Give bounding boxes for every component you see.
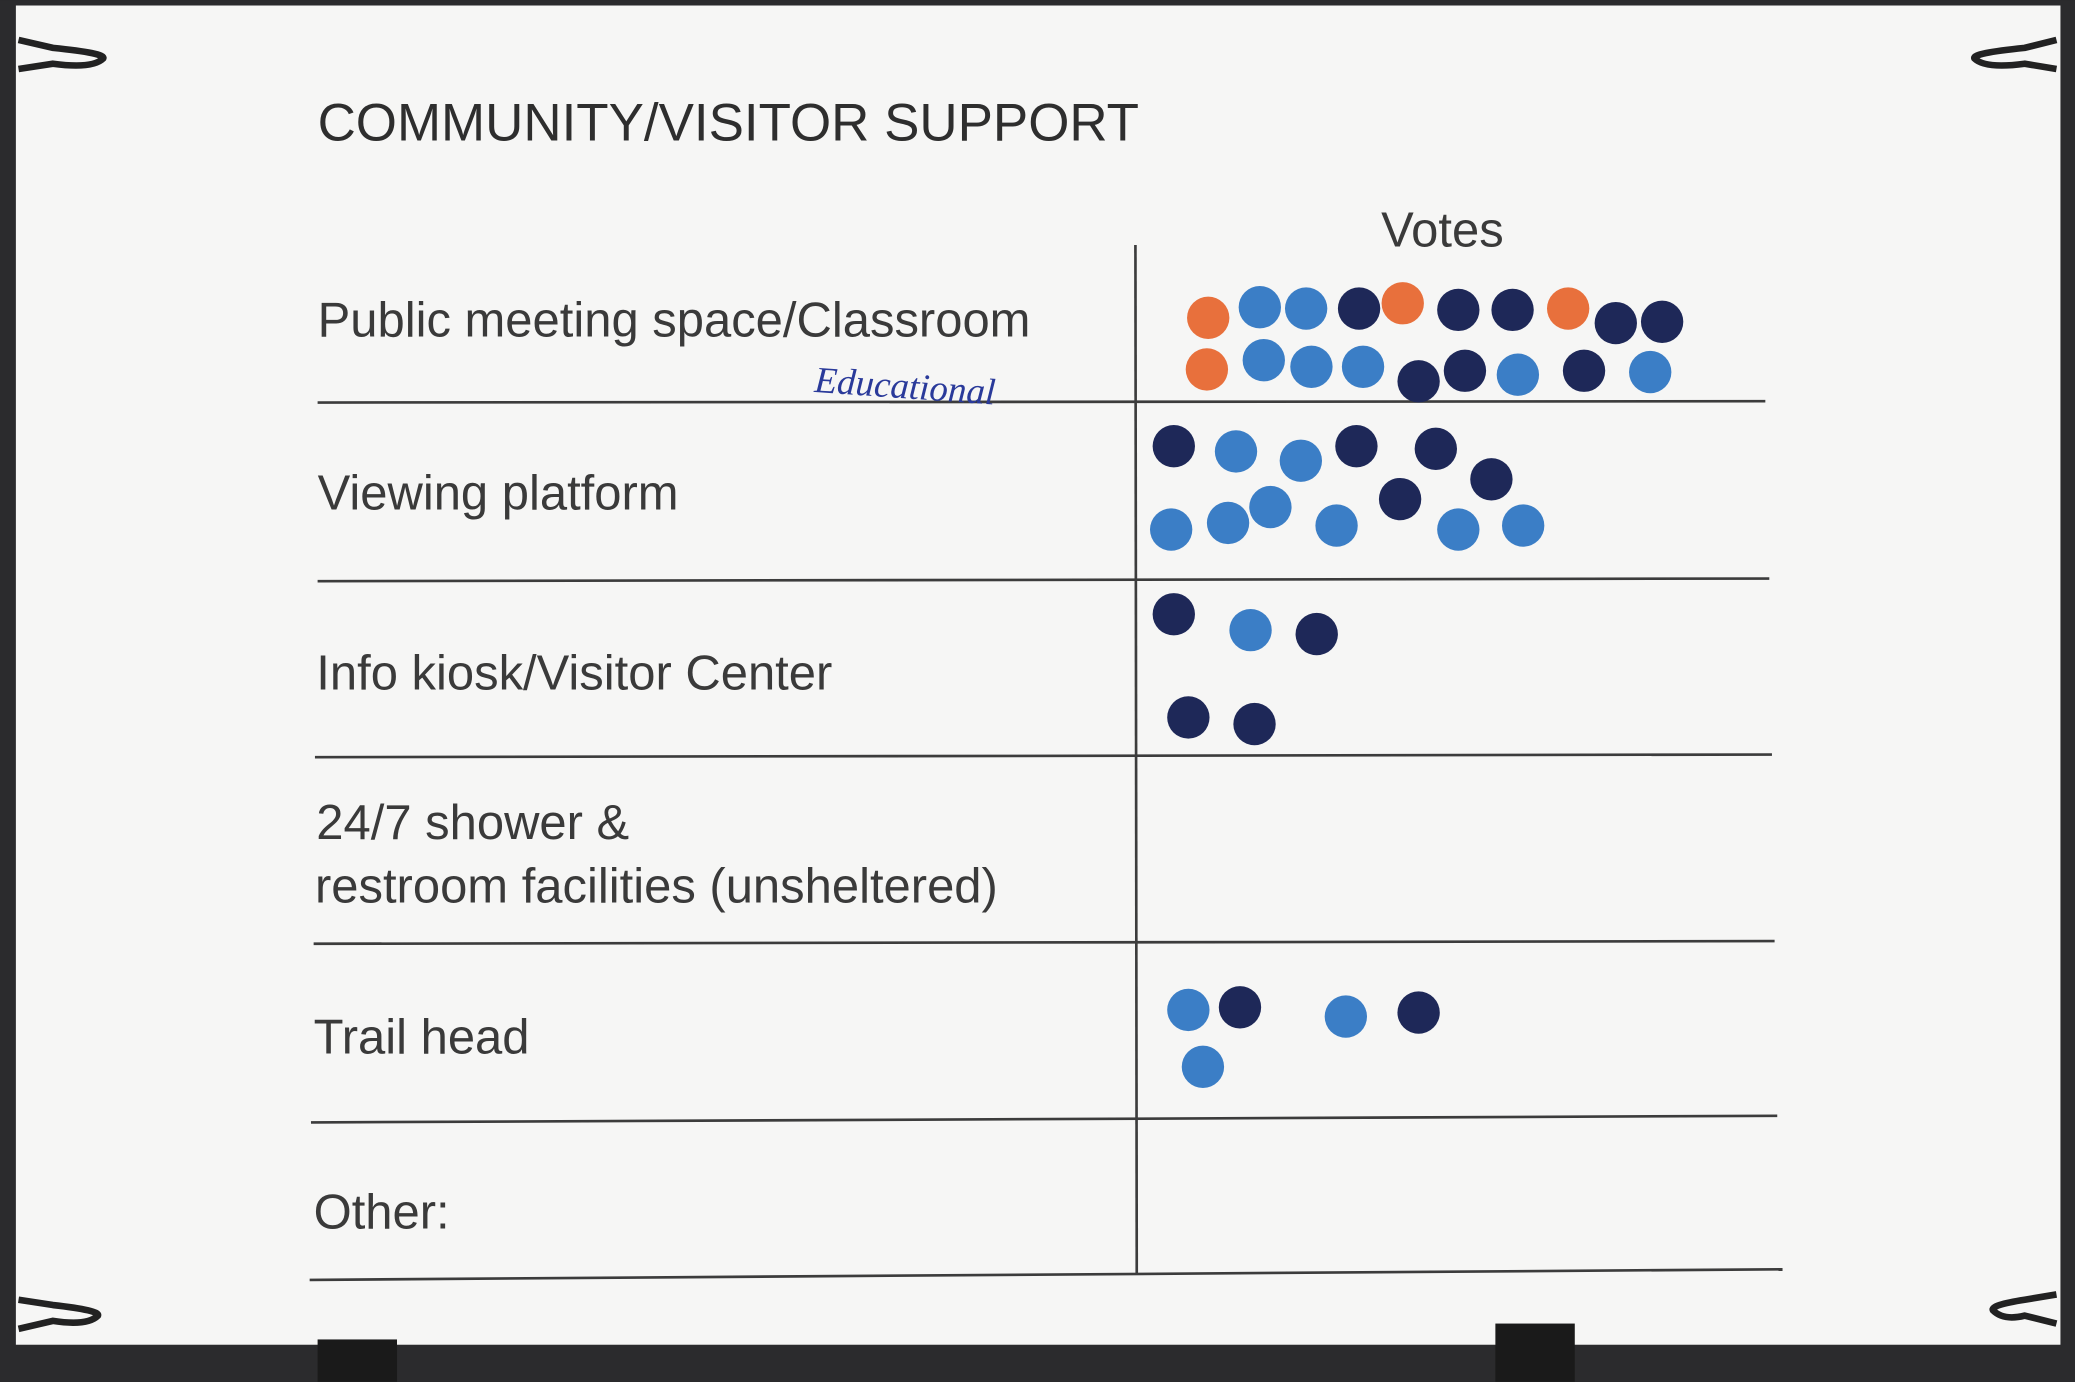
vote-dot — [1242, 338, 1285, 382]
vote-dot — [1381, 282, 1424, 325]
vote-dot — [1279, 439, 1323, 482]
clip — [1971, 36, 2058, 73]
vote-dot — [1397, 360, 1440, 403]
vote-dot — [1290, 345, 1333, 388]
vote-dot — [1594, 301, 1637, 345]
vote-dots — [1149, 282, 1684, 1089]
vote-dot — [1414, 427, 1457, 471]
easel-leg — [317, 1339, 398, 1382]
vote-dot — [1378, 477, 1422, 521]
row-divider — [313, 939, 1775, 946]
vote-dot — [1470, 458, 1513, 501]
vote-dot — [1437, 508, 1480, 551]
vote-dot — [1229, 608, 1272, 652]
row-label: Trail head — [314, 1011, 530, 1065]
vote-dot — [1249, 485, 1292, 529]
vote-dot — [1491, 288, 1534, 332]
vote-dot — [1546, 287, 1590, 330]
vote-dot — [1629, 350, 1672, 394]
vote-dot — [1443, 349, 1487, 392]
vote-dot — [1187, 296, 1230, 339]
vote-dot — [1206, 501, 1250, 545]
vote-dot — [1337, 287, 1381, 330]
column-header: Votes — [1381, 203, 1503, 257]
vote-dot — [1238, 286, 1281, 329]
binder-clips — [17, 36, 2058, 1333]
row-divider — [310, 1114, 1778, 1124]
row-label: Public meeting space/Classroom — [318, 293, 1031, 347]
vote-dot — [1437, 288, 1480, 332]
vote-dot — [1149, 508, 1193, 551]
vote-dot — [1167, 988, 1210, 1032]
vote-dot — [1501, 504, 1545, 547]
vote-dot — [1214, 430, 1258, 473]
title: COMMUNITY/VISITOR SUPPORT — [318, 93, 1139, 152]
clip — [1989, 1291, 2058, 1327]
vote-dot — [1315, 504, 1358, 547]
clip — [17, 1296, 102, 1333]
vote-dot — [1284, 287, 1328, 330]
vote-dot — [1397, 991, 1440, 1034]
vote-dot — [1185, 348, 1229, 391]
row-divider — [309, 1267, 1783, 1282]
row-label: Other: — [314, 1185, 450, 1239]
vote-dot — [1233, 702, 1276, 746]
vote-dot — [1324, 995, 1368, 1038]
vote-dot — [1496, 353, 1540, 396]
vote-dot — [1167, 696, 1210, 739]
vote-dot — [1152, 593, 1195, 636]
vote-dot — [1562, 349, 1606, 392]
vote-dot — [1341, 345, 1385, 388]
vote-dot — [1218, 986, 1262, 1029]
vote-dot — [1640, 300, 1684, 343]
clip — [17, 36, 107, 73]
vote-dot — [1181, 1045, 1225, 1089]
row-label: Viewing platform — [318, 467, 679, 521]
vote-dot — [1295, 612, 1338, 656]
row-divider — [317, 577, 1770, 583]
easel-leg — [1495, 1323, 1575, 1382]
row-label: restroom facilities (unsheltered) — [315, 860, 998, 914]
row-label: 24/7 shower & — [316, 796, 629, 850]
row-divider — [317, 399, 1766, 404]
column-divider — [1134, 245, 1139, 1274]
row-divider — [314, 753, 1772, 759]
row-label: Info kiosk/Visitor Center — [316, 647, 832, 701]
vote-dot — [1152, 425, 1195, 468]
vote-dot — [1335, 425, 1378, 468]
